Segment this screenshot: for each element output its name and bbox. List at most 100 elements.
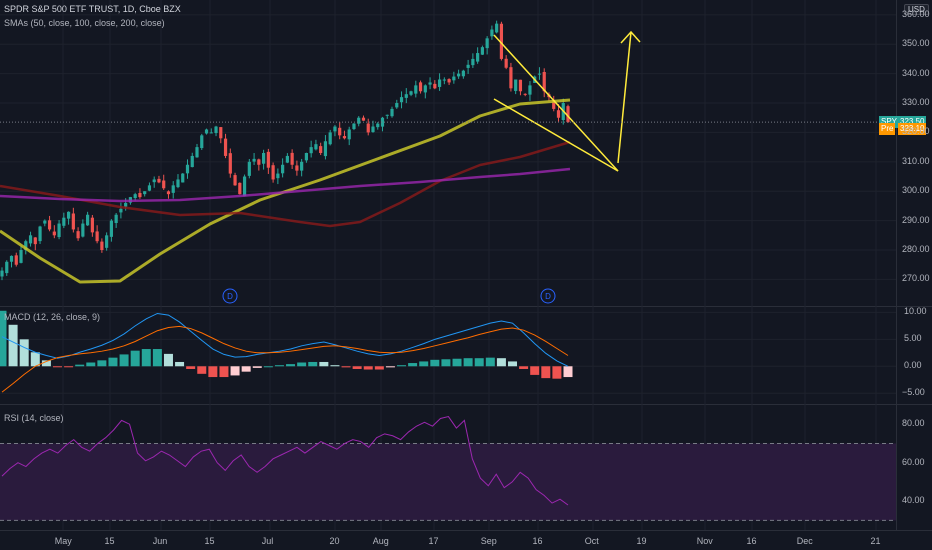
candle xyxy=(514,79,518,91)
macd-histogram-bar xyxy=(119,354,129,367)
macd-histogram-bar xyxy=(141,349,151,367)
macd-line xyxy=(1,312,569,367)
candle xyxy=(171,185,175,193)
candle xyxy=(147,185,152,191)
candle xyxy=(423,85,427,93)
candle xyxy=(276,173,280,179)
rsi-band-fill xyxy=(0,443,896,521)
candle xyxy=(390,108,394,117)
macd-histogram-bar xyxy=(541,366,551,379)
x-tick-label: Aug xyxy=(372,536,389,546)
candle xyxy=(105,235,109,248)
y-tick-label: 350.00 xyxy=(902,38,930,49)
x-tick-label: 15 xyxy=(204,536,215,546)
candle xyxy=(352,123,356,130)
candle xyxy=(100,241,104,251)
x-tick-label: 17 xyxy=(428,536,439,546)
candle xyxy=(342,136,347,139)
macd-histogram-bar xyxy=(286,364,296,367)
candle xyxy=(504,58,508,68)
macd-histogram-bar xyxy=(563,366,573,378)
candle xyxy=(162,180,166,189)
candle xyxy=(328,132,332,145)
macd-histogram-bar xyxy=(230,366,240,376)
macd-histogram-bar xyxy=(530,366,540,375)
candle xyxy=(499,23,504,59)
candle xyxy=(133,194,137,199)
candle xyxy=(409,91,413,95)
candle xyxy=(14,255,18,265)
candle xyxy=(509,67,513,89)
macd-histogram-bar xyxy=(97,360,107,367)
candle xyxy=(290,152,294,165)
candle xyxy=(114,214,118,224)
candle xyxy=(157,178,161,183)
x-tick-label: 19 xyxy=(636,536,647,546)
macd-y-tick-label: 10.00 xyxy=(904,306,927,317)
macd-histogram-bar xyxy=(385,366,395,368)
candle xyxy=(185,164,190,174)
macd-histogram-bar xyxy=(197,366,207,374)
candle xyxy=(181,173,185,183)
candle xyxy=(71,213,75,230)
dividend-marker xyxy=(540,288,556,304)
candle xyxy=(138,192,142,198)
rsi-y-tick-label: 60.00 xyxy=(902,456,925,467)
y-tick-label: 320.00 xyxy=(902,126,930,137)
candle xyxy=(228,153,232,174)
candle xyxy=(518,79,523,92)
x-tick-label: Nov xyxy=(696,536,713,546)
x-tick-label: Jun xyxy=(152,536,168,546)
signal-line xyxy=(1,325,569,393)
x-tick-label: Dec xyxy=(796,536,813,546)
macd-histogram-bar xyxy=(0,310,7,367)
macd-histogram-bar xyxy=(374,366,384,370)
candle xyxy=(28,235,33,244)
candle xyxy=(143,191,147,195)
candle xyxy=(9,255,14,262)
macd-histogram-bar xyxy=(163,353,173,367)
macd-histogram-bar xyxy=(64,366,74,368)
macd-histogram-bar xyxy=(274,365,284,367)
macd-histogram-bar xyxy=(208,366,218,378)
candle xyxy=(124,202,128,207)
macd-histogram-bar xyxy=(552,366,562,379)
candle xyxy=(480,47,484,55)
candle xyxy=(76,231,80,239)
macd-histogram-bar xyxy=(519,366,529,369)
macd-histogram-bar xyxy=(363,366,373,370)
candle xyxy=(52,231,56,236)
candle xyxy=(395,103,399,108)
candle xyxy=(452,76,456,81)
x-tick-label: May xyxy=(54,536,72,546)
x-tick-label: Sep xyxy=(480,536,497,546)
candle xyxy=(95,231,99,242)
candle xyxy=(447,79,451,83)
candle xyxy=(380,117,385,127)
candle xyxy=(542,71,546,92)
candle xyxy=(399,97,404,103)
candle xyxy=(38,226,42,242)
x-tick-label: 16 xyxy=(532,536,543,546)
candle xyxy=(309,147,313,154)
candle xyxy=(385,114,389,116)
candle xyxy=(495,23,499,33)
candle xyxy=(418,82,423,92)
candle xyxy=(214,126,218,134)
rsi-legend: RSI (14, close) xyxy=(4,413,64,423)
candle xyxy=(195,147,199,158)
candle xyxy=(204,129,209,134)
candle xyxy=(285,155,289,163)
candle xyxy=(19,250,23,263)
candle xyxy=(66,211,71,219)
rsi-y-tick-label: 80.00 xyxy=(902,418,925,429)
x-tick-label: Oct xyxy=(584,536,599,546)
candle xyxy=(295,165,299,171)
arrow-head xyxy=(620,30,641,44)
macd-histogram-bar xyxy=(397,365,407,367)
macd-histogram-bar xyxy=(186,366,196,369)
macd-histogram-bar xyxy=(474,358,484,367)
candle xyxy=(119,208,123,213)
currency-button[interactable]: USD xyxy=(904,4,929,15)
